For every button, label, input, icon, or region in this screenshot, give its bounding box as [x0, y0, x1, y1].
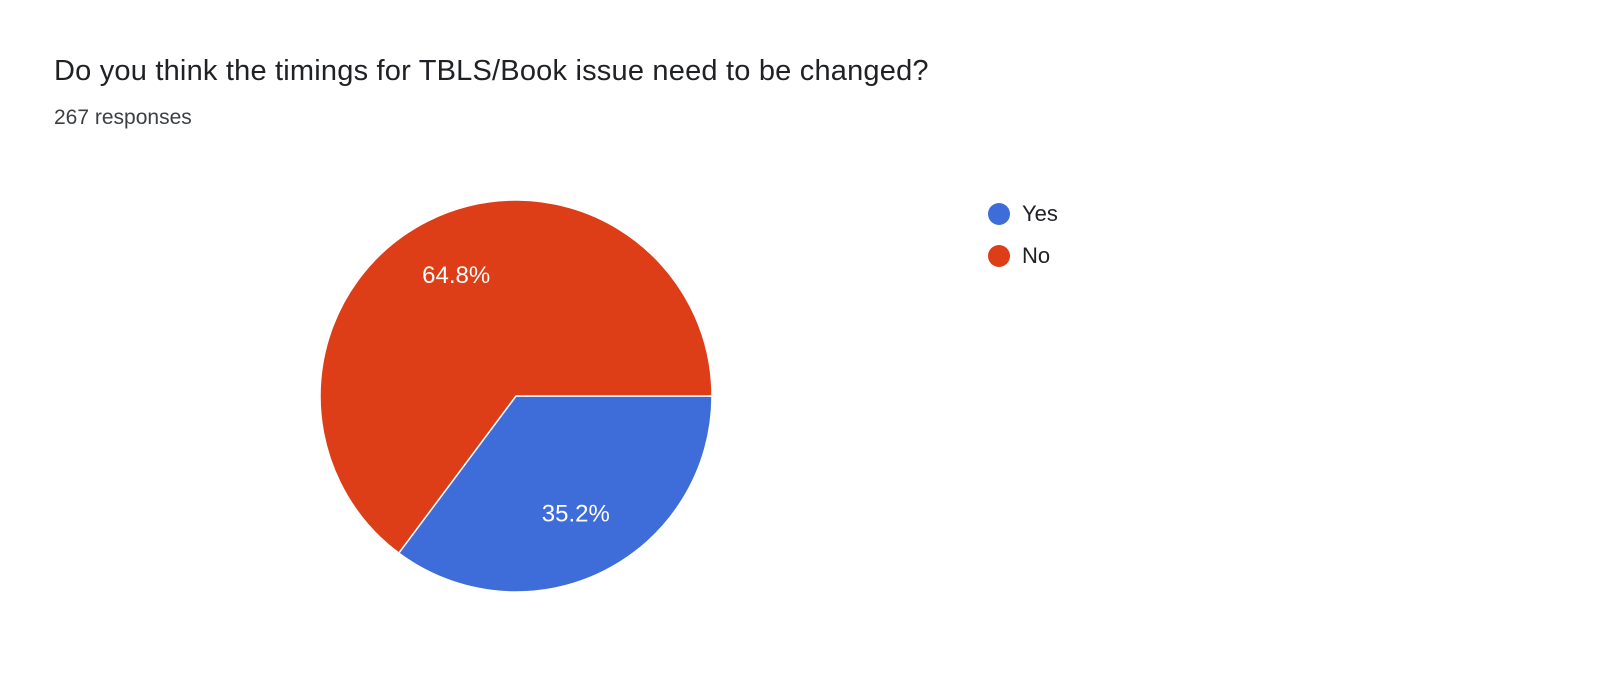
pie-chart-svg: 35.2% 64.8% [319, 199, 713, 593]
slice-percentage-label-no: 64.8% [422, 262, 490, 289]
question-title: Do you think the timings for TBLS/Book i… [54, 55, 929, 87]
pie-slice-yes[interactable] [398, 395, 713, 593]
pie-chart: 35.2% 64.8% [318, 198, 714, 594]
pie-slice-no[interactable] [319, 199, 713, 554]
responses-count: 267 responses [54, 106, 192, 129]
legend-label-yes: Yes [1022, 201, 1058, 226]
chart-legend: Yes No [988, 200, 1058, 284]
legend-label-no: No [1022, 243, 1051, 268]
legend-color-dot-yes [988, 203, 1010, 225]
slice-percentage-label-yes: 35.2% [542, 500, 610, 527]
legend-color-dot-no [988, 245, 1010, 267]
legend-item-yes: Yes [988, 200, 1058, 228]
legend-item-no: No [988, 242, 1058, 270]
